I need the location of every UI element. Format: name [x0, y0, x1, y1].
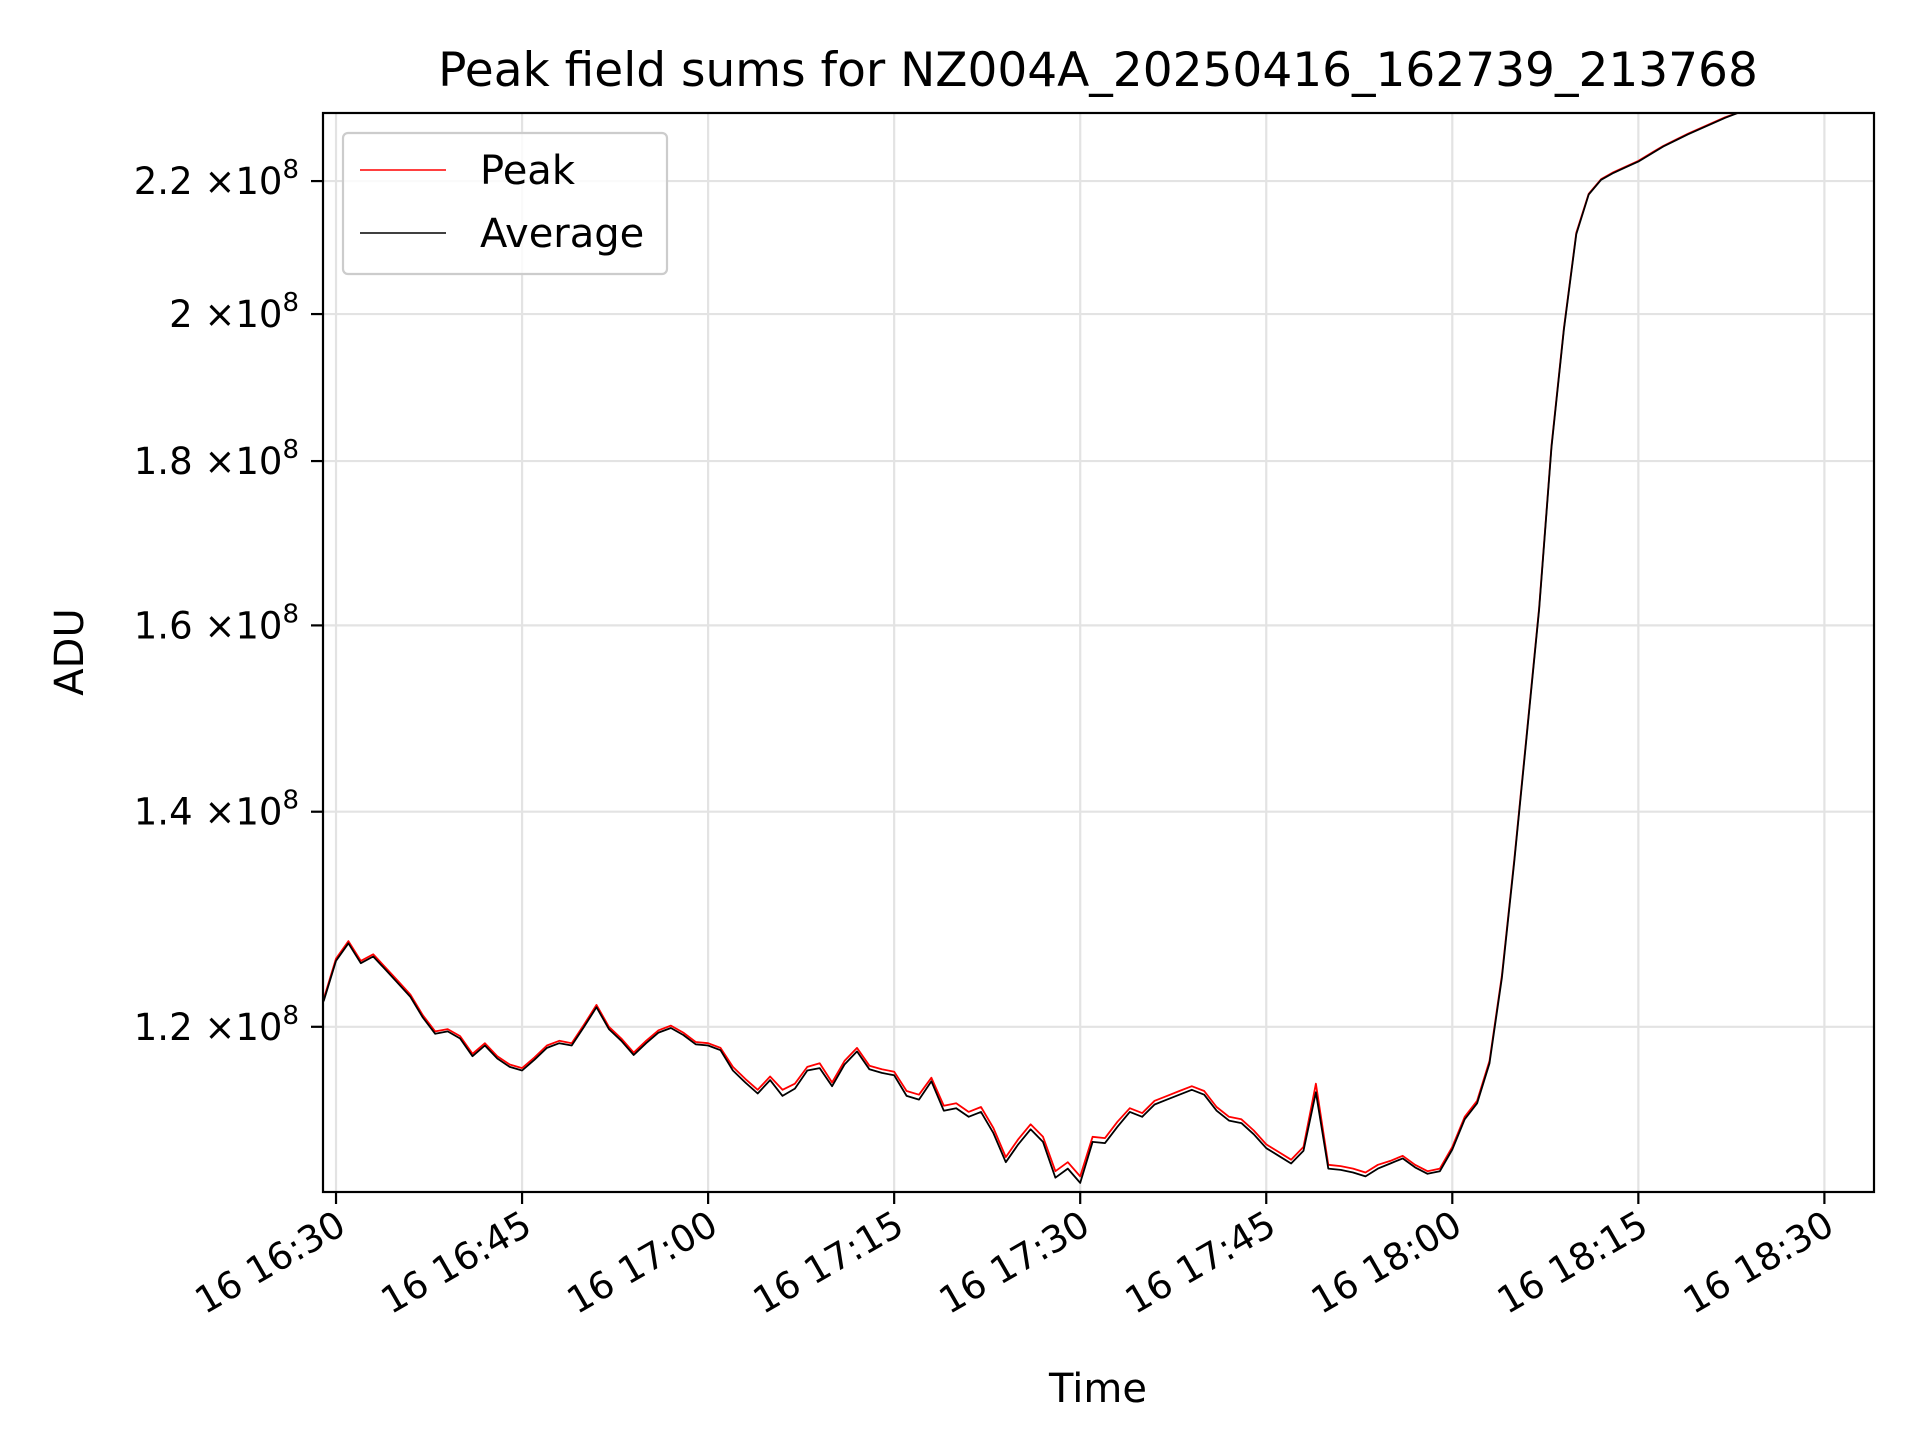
y-axis-ticks: 1.2 ×108 1.4 ×108 1.6 ×108 1.8 ×108 2 ×108 2.…	[134, 155, 323, 1049]
y-tick-label: 1.6 ×108	[134, 599, 299, 647]
legend: Peak Average	[341, 131, 669, 276]
y-tick-label: 1.4 ×108	[134, 786, 299, 834]
series-lines	[323, 113, 1750, 1184]
y-tick-label: 2.2 ×108	[134, 155, 299, 203]
chart-title: Peak field sums for NZ004A_20250416_1627…	[438, 43, 1758, 98]
legend-label-average: Average	[480, 211, 644, 257]
y-tick-label: 1.8 ×108	[134, 435, 299, 483]
y-tick-label: 2 ×108	[169, 288, 299, 336]
x-axis-label: Time	[1048, 1366, 1147, 1412]
series-line-average	[323, 113, 1750, 1184]
legend-box	[341, 131, 669, 276]
legend-label-peak: Peak	[480, 148, 576, 194]
y-axis-label: ADU	[47, 608, 93, 695]
y-tick-label: 1.2 ×108	[134, 1001, 299, 1049]
plot-area	[323, 113, 1874, 1192]
plot-frame	[321, 111, 1876, 1194]
